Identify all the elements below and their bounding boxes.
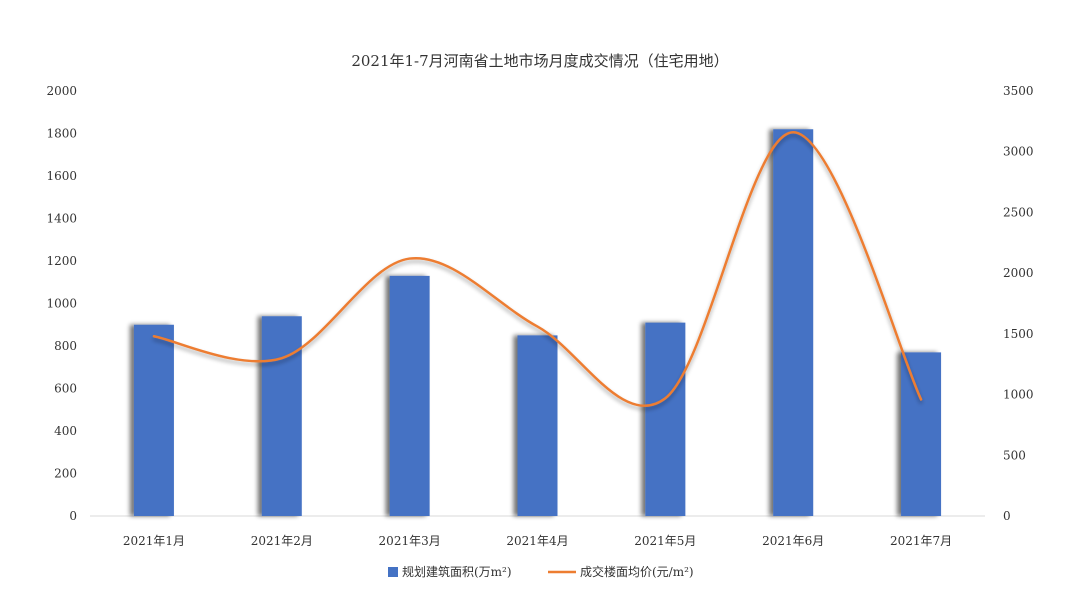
legend: 规划建筑面积(万m²) 成交楼面均价(元/m²) (388, 564, 694, 579)
bar-6 (773, 129, 813, 516)
chart-title: 2021年1-7月河南省土地市场月度成交情况（住宅用地） (351, 52, 728, 70)
bar-7 (901, 352, 941, 516)
left-axis-tick-label: 400 (54, 424, 77, 438)
legend-label-line: 成交楼面均价(元/m²) (580, 564, 694, 579)
legend-swatch-bar (388, 567, 398, 577)
right-axis-tick-label: 2500 (1003, 205, 1034, 219)
left-axis-tick-label: 1400 (46, 212, 77, 226)
x-axis-tick-label: 2021年2月 (251, 534, 313, 548)
right-axis-tick-label: 500 (1003, 448, 1026, 462)
x-axis-tick-label: 2021年3月 (379, 534, 441, 548)
x-axis-tick-label: 2021年4月 (506, 534, 568, 548)
x-axis-tick-label: 2021年6月 (762, 534, 824, 548)
bar-5 (645, 323, 685, 516)
left-axis-ticks: 0 200 400 600 800 1000 1200 1400 1600 1800 2000 (46, 84, 77, 523)
bar-1 (134, 325, 174, 516)
left-axis-tick-label: 0 (69, 509, 77, 523)
left-axis-tick-label: 600 (54, 382, 77, 396)
right-axis-tick-label: 1500 (1003, 327, 1034, 341)
x-axis-tick-label: 2021年1月 (123, 534, 185, 548)
x-axis-tick-label: 2021年5月 (634, 534, 696, 548)
x-axis-tick-label: 2021年7月 (890, 534, 952, 548)
right-axis-tick-label: 1000 (1003, 388, 1034, 402)
legend-label-bar: 规划建筑面积(万m²) (402, 564, 512, 579)
right-axis-tick-label: 2000 (1003, 266, 1034, 280)
left-axis-tick-label: 2000 (46, 84, 77, 98)
left-axis-tick-label: 1600 (46, 169, 77, 183)
bar-series (134, 129, 941, 516)
right-axis-tick-label: 3500 (1003, 84, 1034, 98)
right-axis-ticks: 0 500 1000 1500 2000 2500 3000 3500 (1003, 84, 1034, 523)
bar-2 (262, 316, 302, 516)
left-axis-tick-label: 1200 (46, 254, 77, 268)
x-axis-ticks: 2021年1月 2021年2月 2021年3月 2021年4月 2021年5月 2021年… (123, 534, 952, 548)
bar-3 (390, 276, 430, 516)
bar-4 (518, 335, 558, 516)
left-axis-tick-label: 800 (54, 339, 77, 353)
right-axis-tick-label: 0 (1003, 509, 1011, 523)
left-axis-tick-label: 200 (54, 467, 77, 481)
left-axis-tick-label: 1800 (46, 127, 77, 141)
right-axis-tick-label: 3000 (1003, 145, 1034, 159)
left-axis-tick-label: 1000 (46, 297, 77, 311)
